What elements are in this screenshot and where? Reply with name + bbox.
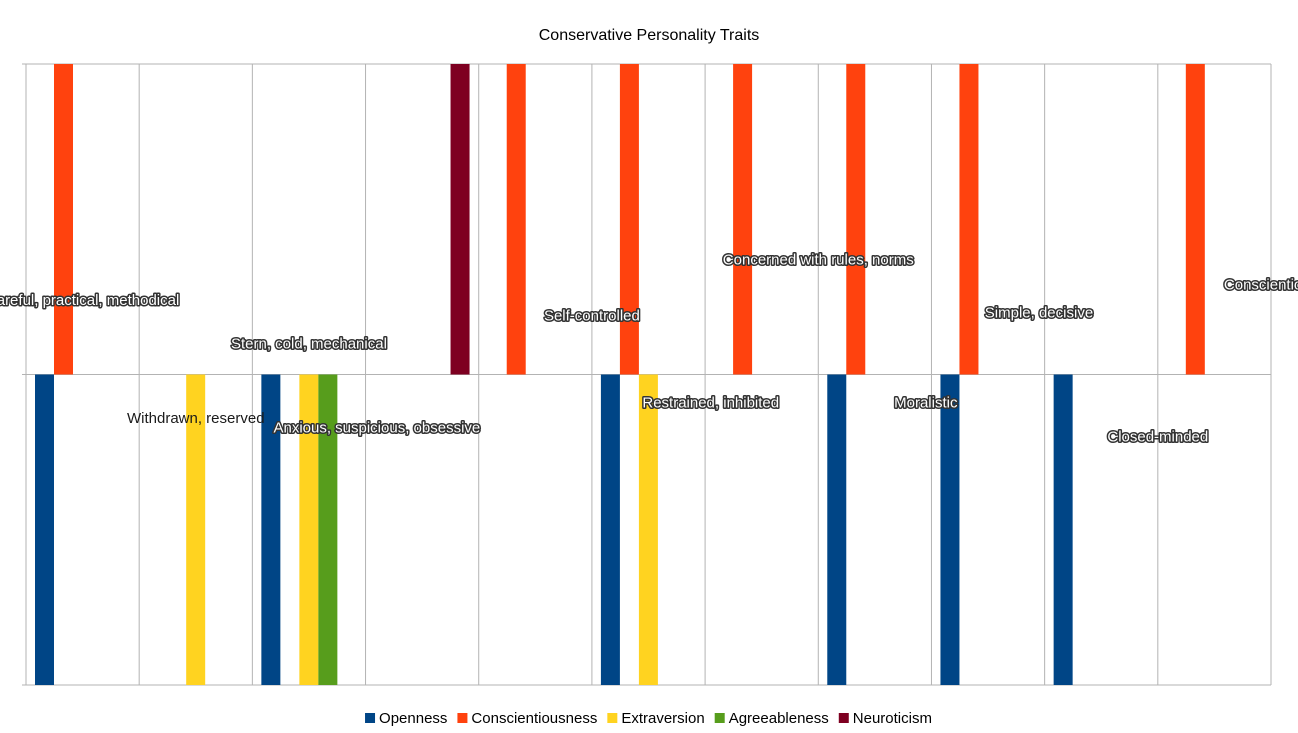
data-label: Anxious, suspicious, obsessive bbox=[273, 419, 480, 436]
bar-agreeableness bbox=[318, 374, 338, 685]
data-label: Concerned with rules, norms bbox=[723, 252, 914, 269]
legend-swatch bbox=[607, 713, 618, 723]
data-labels: Careful, practical, methodical Withdrawn,… bbox=[0, 250, 1298, 447]
legend-item: Agreeableness bbox=[714, 710, 829, 727]
legend-item: Conscientiousness bbox=[457, 710, 597, 727]
bars bbox=[35, 64, 1205, 685]
legend-swatch bbox=[714, 713, 725, 723]
data-label: Closed-minded bbox=[1107, 429, 1208, 446]
legend-swatch bbox=[365, 713, 376, 723]
bar-conscientiousness bbox=[733, 64, 753, 375]
bar-conscientiousness bbox=[506, 64, 526, 375]
bar-openness bbox=[940, 374, 960, 685]
bar-conscientiousness bbox=[1185, 64, 1205, 375]
bar-openness bbox=[600, 374, 620, 685]
bar-extraversion bbox=[186, 374, 206, 685]
data-label: Withdrawn, reserved bbox=[127, 410, 265, 427]
legend-label: Neuroticism bbox=[853, 710, 932, 727]
bar-neuroticism bbox=[450, 64, 470, 375]
legend-item: Extraversion bbox=[607, 710, 705, 727]
bar-conscientiousness bbox=[846, 64, 866, 375]
data-label: Self-controlled bbox=[544, 308, 640, 325]
legend-item: Openness bbox=[365, 710, 447, 727]
legend: Openness Conscientiousness Extraversion Agr… bbox=[365, 710, 932, 727]
legend-item: Neuroticism bbox=[838, 710, 932, 727]
bar-openness bbox=[35, 374, 54, 685]
bar-extraversion bbox=[299, 374, 319, 685]
legend-label: Conscientiousness bbox=[471, 710, 597, 727]
bar-openness bbox=[261, 374, 281, 685]
bar-conscientiousness bbox=[959, 64, 979, 375]
data-label: Restrained, inhibited bbox=[642, 394, 779, 411]
legend-label: Extraversion bbox=[621, 710, 704, 727]
data-label: Stern, cold, mechanical bbox=[231, 335, 387, 352]
bar-extraversion bbox=[638, 374, 658, 685]
chart-title: Conservative Personality Traits bbox=[539, 27, 760, 44]
bar-openness bbox=[1053, 374, 1073, 685]
data-label: Moralistic bbox=[894, 394, 958, 411]
bar-openness bbox=[827, 374, 847, 685]
data-label: Conscientious bbox=[1224, 276, 1298, 293]
bar-conscientiousness bbox=[619, 64, 639, 375]
data-label: Careful, practical, methodical bbox=[0, 292, 179, 309]
legend-label: Agreeableness bbox=[729, 710, 829, 727]
bar-conscientiousness bbox=[54, 64, 73, 375]
legend-swatch bbox=[838, 713, 849, 723]
data-label: Simple, decisive bbox=[985, 304, 1093, 321]
legend-swatch bbox=[457, 713, 468, 723]
legend-label: Openness bbox=[379, 710, 447, 727]
